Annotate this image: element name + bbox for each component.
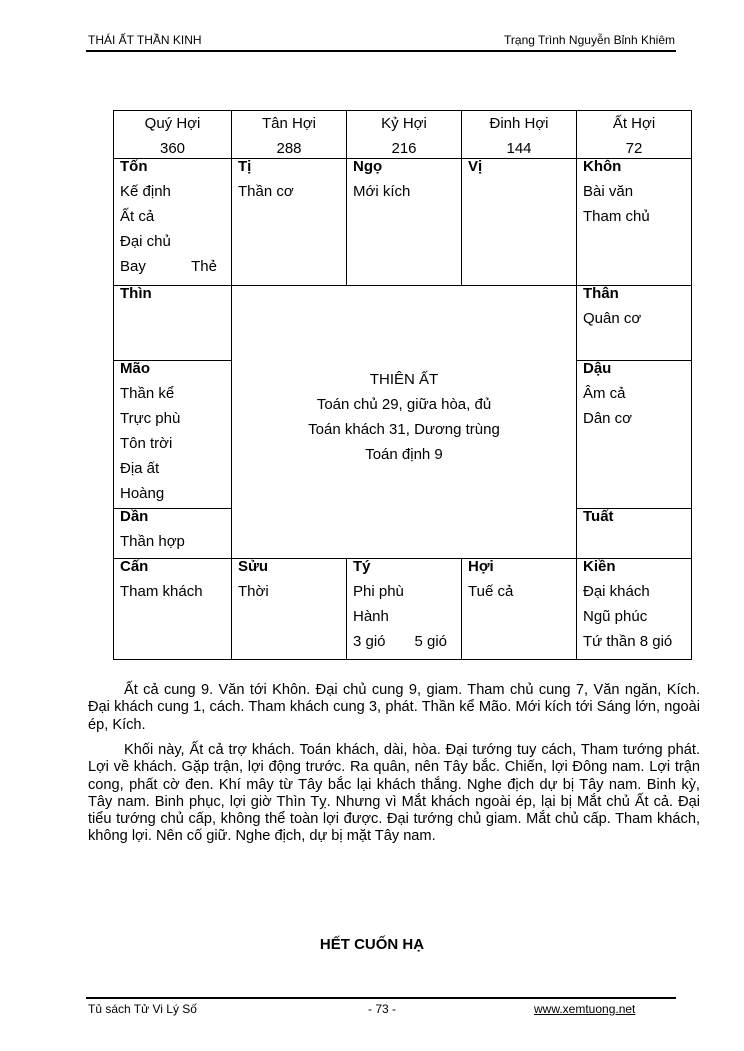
end-title: HẾT CUỐN HẠ bbox=[319, 936, 425, 953]
palace-line: Hoàng bbox=[120, 485, 165, 502]
palace-name: Cấn bbox=[120, 559, 149, 575]
palace-cell-can: Cấn Tham khách bbox=[114, 559, 232, 660]
palace-line: Bài văn bbox=[583, 183, 634, 200]
paragraph-1: Ất cả cung 9. Văn tới Khôn. Đại chủ cung… bbox=[88, 682, 700, 734]
palace-line: Hành bbox=[353, 608, 389, 625]
palace-name: Thân bbox=[583, 286, 619, 302]
palace-name: Ngọ bbox=[353, 159, 383, 175]
header-cell-name: Quý Hợi bbox=[144, 115, 201, 132]
header-cell-value: 216 bbox=[391, 140, 417, 157]
palace-line: Tứ thần 8 gió bbox=[583, 633, 673, 650]
palace-cell-khon: Khôn Bài văn Tham chủ bbox=[577, 159, 692, 286]
palace-name: Tị bbox=[238, 159, 252, 175]
palace-line: Thần kể bbox=[120, 385, 175, 402]
paragraph-2: Khối này, Ất cả trợ khách. Toán khách, d… bbox=[88, 742, 700, 846]
palace-line-part: Thẻ bbox=[191, 258, 217, 275]
palace-line: Trực phù bbox=[120, 410, 181, 427]
palace-name: Dần bbox=[120, 509, 149, 525]
palace-line: Phi phù bbox=[353, 583, 404, 600]
header-cell: Quý Hợi 360 bbox=[114, 111, 232, 159]
header-cell-value: 72 bbox=[625, 140, 643, 157]
palace-line: Đại chủ bbox=[120, 233, 171, 250]
center-line: Toán định 9 bbox=[365, 446, 443, 463]
header-cell: Kỷ Hợi 216 bbox=[347, 111, 462, 159]
palace-name: Dậu bbox=[583, 361, 612, 377]
header-cell-value: 360 bbox=[159, 140, 186, 157]
palace-name: Thìn bbox=[120, 286, 152, 302]
palace-line: Tuế cả bbox=[468, 583, 514, 600]
header-cell-name: Ất Hợi bbox=[612, 115, 656, 132]
palace-cell-vi: Vị bbox=[462, 159, 577, 286]
palace-name: Tốn bbox=[120, 159, 148, 175]
palace-name: Mão bbox=[120, 361, 150, 377]
palace-cell-dan: Dần Thần hợp bbox=[114, 509, 232, 559]
header-book-title: THÁI ẤT THẦN KINH bbox=[88, 33, 202, 47]
palace-line: Ngũ phúc bbox=[583, 608, 648, 625]
palace-cell-tuat: Tuất bbox=[577, 509, 692, 559]
palace-line: Thời bbox=[238, 583, 269, 600]
header-cell-value: 144 bbox=[506, 140, 532, 157]
palace-cell-dau: Dậu Âm cả Dân cơ bbox=[577, 361, 692, 509]
palace-line-pair: Bay Thẻ bbox=[120, 254, 225, 279]
palace-line: Đại khách bbox=[583, 583, 650, 600]
footer-link[interactable]: www.xemtuong.net bbox=[534, 1002, 636, 1016]
palace-line: Âm cả bbox=[583, 385, 626, 402]
footer-rule bbox=[86, 997, 676, 999]
palace-cell-ti: Tị Thần cơ bbox=[232, 159, 347, 286]
palace-cell-suu: Sửu Thời bbox=[232, 559, 347, 660]
palace-cell-hoi: Hợi Tuế cả bbox=[462, 559, 577, 660]
center-line: Toán khách 31, Dương trùng bbox=[308, 421, 500, 438]
palace-cell-mao: Mão Thần kể Trực phù Tôn trời Địa ất Hoàng bbox=[114, 361, 232, 509]
palace-cell-ngo: Ngọ Mới kích bbox=[347, 159, 462, 286]
center-line: Toán chủ 29, giữa hòa, đủ bbox=[316, 396, 492, 413]
palace-name: Vị bbox=[468, 159, 483, 175]
palace-line: Tham khách bbox=[120, 583, 203, 600]
header-author: Trạng Trình Nguyễn Bỉnh Khiêm bbox=[504, 33, 675, 47]
palace-line: Kế định bbox=[120, 183, 171, 200]
palace-line: Tôn trời bbox=[120, 435, 173, 452]
palace-line-part: 5 gió bbox=[414, 633, 447, 650]
footer-series: Tủ sách Tử Vi Lý Số bbox=[88, 1002, 197, 1016]
running-header: THÁI ẤT THẦN KINH Trạng Trình Nguyễn Bỉn… bbox=[88, 33, 675, 47]
palace-line: Địa ất bbox=[120, 460, 160, 477]
palace-line: Dân cơ bbox=[583, 410, 633, 427]
palace-name: Hợi bbox=[468, 559, 494, 575]
header-cell-value: 288 bbox=[276, 140, 302, 157]
palace-cell-than: Thân Quân cơ bbox=[577, 286, 692, 361]
center-line: THIÊN ẤT bbox=[369, 371, 439, 388]
palace-line-pair: 3 gió 5 gió bbox=[353, 629, 455, 654]
header-cell-name: Kỷ Hợi bbox=[381, 115, 427, 132]
palace-line: Mới kích bbox=[353, 183, 411, 200]
paragraph-text: Khối này, Ất cả trợ khách. Toán khách, d… bbox=[88, 742, 700, 845]
paragraph-text: Ất cả cung 9. Văn tới Khôn. Đại chủ cung… bbox=[88, 682, 700, 733]
palace-name: Kiền bbox=[583, 559, 616, 575]
header-cell-name: Đinh Hợi bbox=[489, 115, 549, 132]
palace-line-part: 3 gió bbox=[353, 633, 386, 650]
palace-cell-ty: Tý Phi phù Hành 3 gió 5 gió bbox=[347, 559, 462, 660]
palace-line: Quân cơ bbox=[583, 310, 642, 327]
palace-line: Thần cơ bbox=[238, 183, 294, 200]
header-cell: Đinh Hợi 144 bbox=[462, 111, 577, 159]
palace-cell-kien: Kiền Đại khách Ngũ phúc Tứ thần 8 gió bbox=[577, 559, 692, 660]
palace-line-part: Bay bbox=[120, 258, 146, 275]
palace-cell-thin: Thìn bbox=[114, 286, 232, 361]
palace-cell-ton: Tốn Kế định Ất cả Đại chủ Bay Thẻ bbox=[114, 159, 232, 286]
palace-name: Tý bbox=[353, 559, 371, 575]
palace-name: Sửu bbox=[238, 559, 269, 575]
header-cell: Tân Hợi 288 bbox=[232, 111, 347, 159]
palace-name: Tuất bbox=[583, 509, 614, 525]
page-number: - 73 - bbox=[368, 1002, 397, 1016]
chart-table: Quý Hợi 360 Tân Hợi 288 Kỷ Hợi 216 Đinh Hợi 144… bbox=[113, 110, 692, 660]
center-box: THIÊN ẤT Toán chủ 29, giữa hòa, đủ Toán kh… bbox=[232, 286, 577, 559]
palace-line: Thần hợp bbox=[120, 533, 185, 550]
header-rule bbox=[86, 50, 676, 52]
palace-name: Khôn bbox=[583, 159, 622, 175]
palace-line: Ất cả bbox=[120, 208, 155, 225]
header-cell-name: Tân Hợi bbox=[261, 115, 317, 132]
palace-line: Tham chủ bbox=[583, 208, 650, 225]
header-cell: Ất Hợi 72 bbox=[577, 111, 692, 159]
